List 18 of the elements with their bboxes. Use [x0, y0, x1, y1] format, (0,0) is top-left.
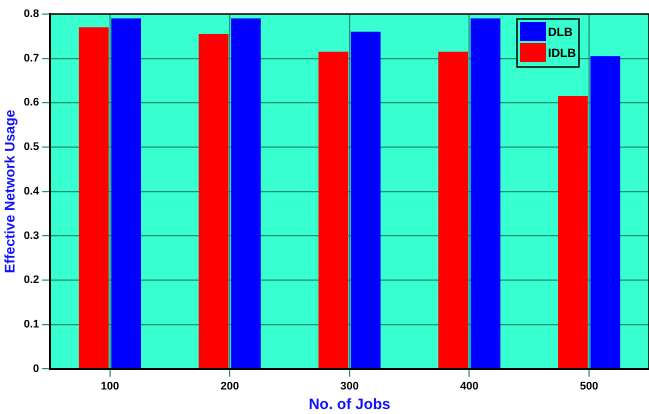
y-tick-label: 0.1: [24, 318, 40, 330]
legend-label: IDLB: [548, 46, 576, 60]
y-tick-label: 0.4: [24, 185, 40, 198]
x-axis-title: No. of Jobs: [308, 396, 390, 414]
x-tick-label: 500: [580, 380, 598, 392]
x-tick-label: 200: [220, 380, 239, 392]
legend-label: DLB: [548, 24, 573, 39]
y-axis-title: Effective Network Usage: [1, 109, 18, 274]
x-tick-label: 400: [460, 380, 479, 392]
y-tick-label: 0.2: [24, 274, 40, 286]
y-tick-label: 0.7: [24, 52, 40, 64]
y-tick-label: 0.8: [24, 8, 40, 20]
y-tick-label: 0.3: [24, 230, 40, 242]
y-tick-label: 0.5: [24, 141, 40, 154]
y-tick-label: 0: [32, 362, 40, 375]
x-tick-label: 100: [100, 380, 120, 392]
y-tick-label: 0.6: [24, 96, 40, 109]
x-tick-label: 300: [340, 380, 359, 392]
